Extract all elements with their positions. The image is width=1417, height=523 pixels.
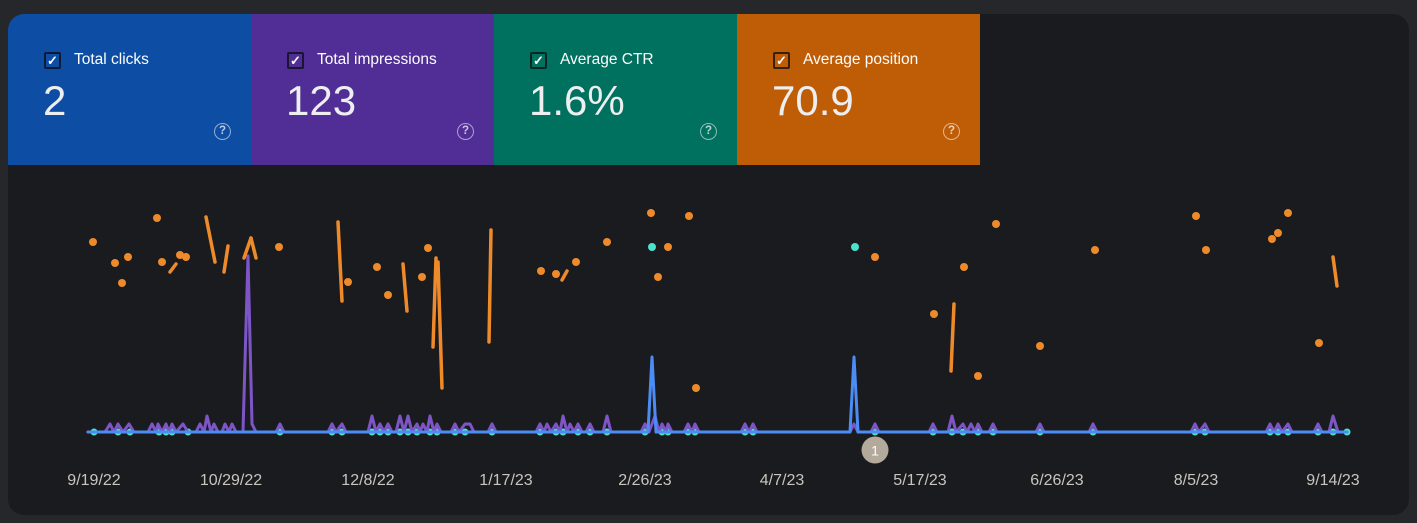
x-axis-label: 5/17/23 xyxy=(893,472,947,489)
position-segment xyxy=(487,228,493,344)
card-head: ✓ Total impressions xyxy=(287,51,437,69)
card-total-impressions[interactable]: ✓ Total impressions 123 ? xyxy=(251,14,494,165)
help-icon[interactable]: ? xyxy=(457,123,474,140)
position-segment xyxy=(249,236,258,260)
position-segment xyxy=(401,262,409,313)
average-position-value: 70.9 xyxy=(772,77,854,124)
position-dot xyxy=(344,278,352,286)
position-segment xyxy=(242,236,253,260)
position-dot xyxy=(685,212,693,220)
position-dot xyxy=(974,372,982,380)
card-total-clicks[interactable]: ✓ Total clicks 2 ? xyxy=(8,14,251,165)
average-position-label: Average position xyxy=(803,51,919,68)
x-axis-label: 8/5/23 xyxy=(1173,472,1219,489)
position-dot xyxy=(1284,209,1292,217)
position-dot xyxy=(373,263,381,271)
total-impressions-value: 123 xyxy=(286,77,357,124)
card-head: ✓ Average position xyxy=(773,51,918,69)
total-clicks-label: Total clicks xyxy=(74,51,149,68)
position-segment xyxy=(436,260,444,390)
position-dot xyxy=(647,209,655,217)
x-axis-label: 10/29/22 xyxy=(199,472,263,489)
position-dot xyxy=(275,243,283,251)
card-head: ✓ Total clicks xyxy=(44,51,149,69)
position-dot xyxy=(537,267,545,275)
position-dot xyxy=(992,220,1000,228)
position-segment xyxy=(1331,255,1339,288)
position-dot xyxy=(1315,339,1323,347)
position-dot xyxy=(552,270,560,278)
x-axis-label: 4/7/23 xyxy=(759,472,805,489)
total-impressions-checkbox[interactable]: ✓ xyxy=(287,51,304,69)
position-dot xyxy=(1268,235,1276,243)
ctr-dot xyxy=(851,243,859,251)
position-segment xyxy=(560,269,569,282)
position-dot xyxy=(1192,212,1200,220)
position-dot xyxy=(930,310,938,318)
total-clicks-value: 2 xyxy=(43,77,67,124)
x-axis-label: 12/8/22 xyxy=(341,472,395,489)
position-segment xyxy=(168,262,178,274)
impressions-line xyxy=(86,254,1349,434)
metric-cards: ✓ Total clicks 2 ? ✓ Total impressions 1… xyxy=(8,14,980,165)
x-axis-label: 9/14/23 xyxy=(1306,472,1360,489)
card-average-position[interactable]: ✓ Average position 70.9 ? xyxy=(737,14,980,165)
position-dot xyxy=(572,258,580,266)
position-segment xyxy=(949,302,956,373)
position-dot xyxy=(424,244,432,252)
position-dot xyxy=(89,238,97,246)
position-dot xyxy=(664,243,672,251)
position-dot xyxy=(692,384,700,392)
position-dot xyxy=(1036,342,1044,350)
average-ctr-value: 1.6% xyxy=(529,77,625,124)
card-head: ✓ Average CTR xyxy=(530,51,654,69)
position-dot xyxy=(654,273,662,281)
position-segment xyxy=(222,244,230,274)
position-dot xyxy=(384,291,392,299)
position-dot xyxy=(871,253,879,261)
average-position-checkbox[interactable]: ✓ xyxy=(773,51,790,69)
position-segment xyxy=(204,215,217,264)
average-ctr-checkbox[interactable]: ✓ xyxy=(530,51,547,69)
x-axis-label: 2/26/23 xyxy=(618,472,672,489)
position-dot xyxy=(1202,246,1210,254)
position-dot xyxy=(182,253,190,261)
total-clicks-checkbox[interactable]: ✓ xyxy=(44,51,61,69)
position-dot xyxy=(960,263,968,271)
position-dot xyxy=(153,214,161,222)
position-dot xyxy=(418,273,426,281)
ctr-dot xyxy=(648,243,656,251)
x-axis-label: 1/17/23 xyxy=(479,472,533,489)
x-axis-label: 9/19/22 xyxy=(67,472,121,489)
help-icon[interactable]: ? xyxy=(700,123,717,140)
hover-marker-label: 1 xyxy=(871,442,879,458)
help-icon[interactable]: ? xyxy=(214,123,231,140)
hover-marker: 1 xyxy=(861,436,889,464)
average-ctr-label: Average CTR xyxy=(560,51,654,68)
total-impressions-label: Total impressions xyxy=(317,51,437,68)
position-dot xyxy=(118,279,126,287)
position-dot xyxy=(603,238,611,246)
position-dot xyxy=(158,258,166,266)
help-icon[interactable]: ? xyxy=(943,123,960,140)
position-dot xyxy=(1091,246,1099,254)
position-dot xyxy=(1274,229,1282,237)
position-dot xyxy=(111,259,119,267)
card-average-ctr[interactable]: ✓ Average CTR 1.6% ? xyxy=(494,14,737,165)
position-segment xyxy=(336,220,344,303)
clicks-line xyxy=(86,355,1349,434)
x-axis-label: 6/26/23 xyxy=(1030,472,1084,489)
position-dot xyxy=(124,253,132,261)
position-segment xyxy=(431,256,438,349)
